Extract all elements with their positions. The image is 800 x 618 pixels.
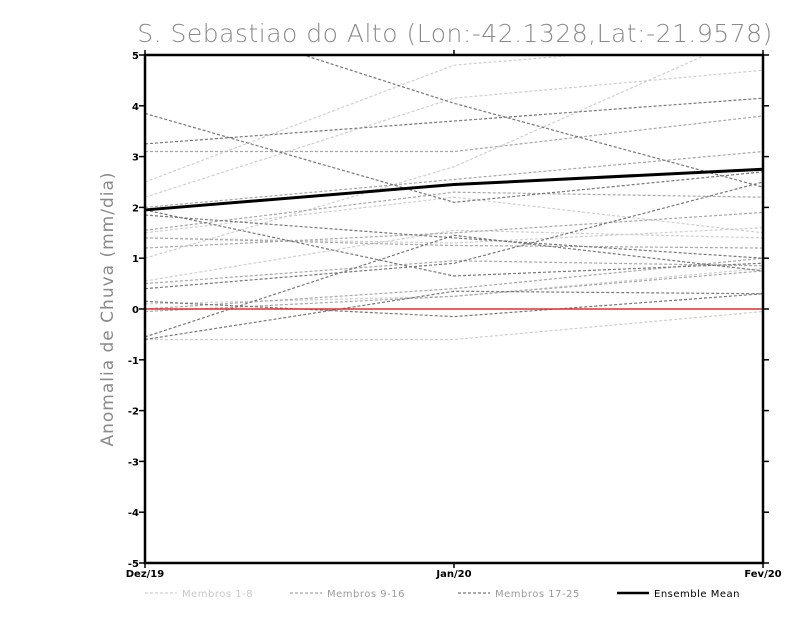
legend: Membros 1-8 Membros 9-16 Membros 17-25 Ense… bbox=[145, 589, 740, 600]
member-line-5 bbox=[145, 310, 763, 341]
legend-label: Ensemble Mean bbox=[654, 589, 740, 600]
legend-label: Membros 17-25 bbox=[495, 589, 580, 600]
member-line-1 bbox=[145, 55, 585, 183]
member-line-9 bbox=[145, 115, 763, 153]
member-line-18 bbox=[145, 112, 763, 203]
member-lines bbox=[145, 55, 763, 341]
member-line-11 bbox=[145, 191, 763, 231]
legend-label: Membros 9-16 bbox=[327, 589, 405, 600]
member-line-7 bbox=[145, 267, 763, 305]
x-tick-label: Jan/20 bbox=[435, 569, 471, 580]
legend-label: Membros 1-8 bbox=[182, 589, 253, 600]
y-tick-label: 0 bbox=[132, 305, 139, 316]
x-tick-label: Dez/19 bbox=[126, 569, 165, 580]
member-line-6 bbox=[145, 55, 708, 259]
member-line-10 bbox=[145, 150, 763, 208]
member-line-20 bbox=[145, 214, 763, 259]
member-line-19 bbox=[301, 55, 763, 188]
y-tick-label: -5 bbox=[128, 559, 139, 570]
member-line-14 bbox=[145, 260, 763, 285]
y-tick-label: -2 bbox=[128, 407, 139, 418]
member-line-13 bbox=[145, 237, 763, 249]
x-axis: Dez/19 Jan/20 Fev/20 bbox=[126, 50, 782, 580]
y-tick-label: 1 bbox=[132, 254, 139, 265]
y-tick-label: -3 bbox=[128, 457, 139, 468]
member-line-3 bbox=[145, 196, 763, 234]
member-line-15 bbox=[145, 270, 763, 313]
member-line-21 bbox=[145, 209, 763, 277]
y-tick-label: -1 bbox=[128, 356, 139, 367]
member-line-22 bbox=[145, 181, 763, 290]
y-axis: -5 -4 -3 -2 -1 0 1 2 3 4 5 bbox=[128, 51, 769, 570]
y-tick-label: 5 bbox=[132, 51, 139, 62]
plot-area bbox=[143, 53, 765, 565]
ensemble-mean-series bbox=[144, 167, 764, 212]
y-tick-label: -4 bbox=[128, 508, 139, 519]
member-line-17 bbox=[145, 97, 763, 145]
member-line-8 bbox=[145, 227, 763, 244]
member-line-25 bbox=[145, 234, 763, 338]
member-line-12 bbox=[145, 211, 763, 249]
member-line-2 bbox=[145, 69, 763, 198]
chart-title: S. Sebastiao do Alto (Lon:-42.1328,Lat:-… bbox=[137, 19, 773, 48]
member-line-16 bbox=[145, 257, 763, 310]
member-line-23 bbox=[145, 290, 763, 341]
member-line-4 bbox=[145, 229, 763, 282]
member-line-24 bbox=[145, 293, 763, 318]
y-tick-label: 2 bbox=[132, 203, 139, 214]
y-tick-label: 3 bbox=[132, 153, 139, 164]
ensemble-mean-line bbox=[144, 167, 764, 212]
y-tick-label: 4 bbox=[132, 102, 139, 113]
x-tick-label: Fev/20 bbox=[744, 569, 781, 580]
y-axis-label: Anomalia de Chuva (mm/dia) bbox=[98, 171, 118, 446]
